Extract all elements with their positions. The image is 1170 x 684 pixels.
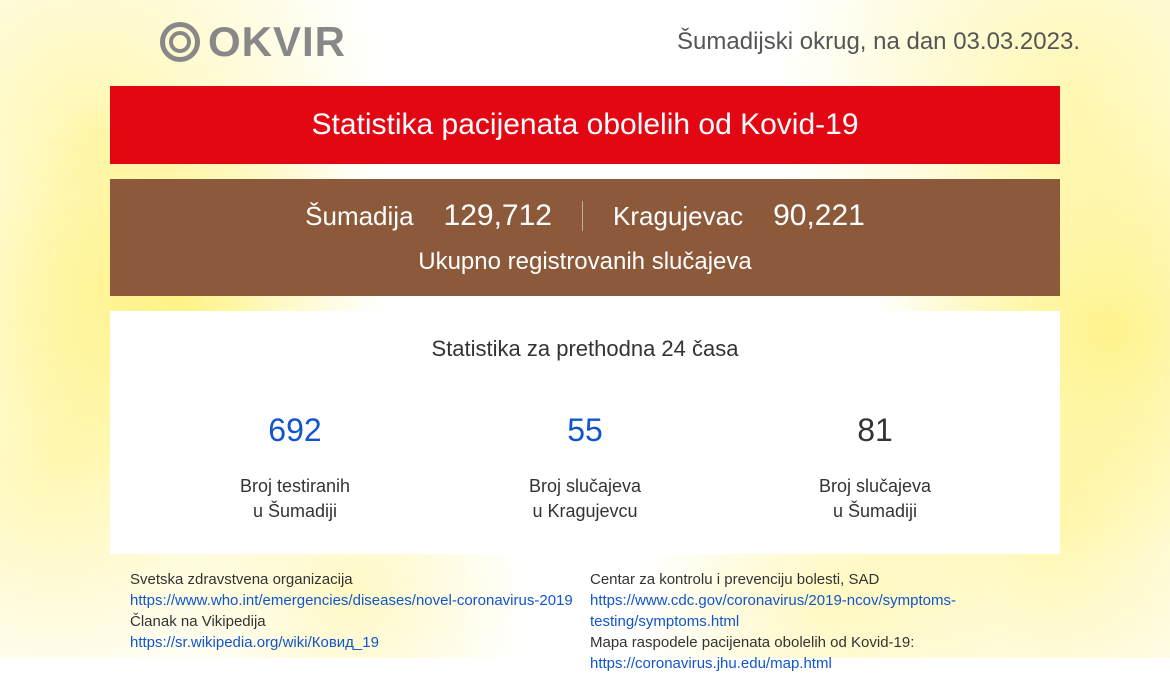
totals-panel: Šumadija 129,712 Kragujevac 90,221 Ukupn… <box>110 179 1060 296</box>
region1-value: 129,712 <box>444 199 552 233</box>
stat-value: 692 <box>150 412 440 449</box>
region-label: Šumadijski okrug, na dan <box>677 28 946 55</box>
logo: OKVIR <box>160 18 346 66</box>
stats-panel: Statistika za prethodna 24 časa 692 Broj… <box>110 311 1060 554</box>
stat-block-cases-sumadija: 81 Broj slučajeva u Šumadiji <box>730 412 1020 524</box>
banner-title: Statistika pacijenata obolelih od Kovid-… <box>311 108 858 141</box>
divider <box>582 201 583 231</box>
region1-label: Šumadija <box>305 201 413 232</box>
region2-value: 90,221 <box>773 199 865 233</box>
footer-right: Centar za kontrolu i prevenciju bolesti,… <box>590 569 1050 674</box>
source-wiki-label: Članak na Vikipedija <box>130 611 590 632</box>
stats-title: Statistika za prethodna 24 časa <box>110 336 1060 362</box>
title-banner: Statistika pacijenata obolelih od Kovid-… <box>110 86 1060 164</box>
content-container: OKVIR Šumadijski okrug, na dan 03.03.202… <box>0 0 1170 684</box>
region2-label: Kragujevac <box>613 201 743 232</box>
stat-label: Broj slučajeva u Kragujevcu <box>440 474 730 524</box>
source-jhu-link[interactable]: https://coronavirus.jhu.edu/map.html <box>590 653 1050 674</box>
stat-value: 81 <box>730 412 1020 449</box>
source-wiki-link[interactable]: https://sr.wikipedia.org/wiki/Ковид_19 <box>130 632 590 653</box>
stat-value: 55 <box>440 412 730 449</box>
source-who-link[interactable]: https://www.who.int/emergencies/diseases… <box>130 590 590 611</box>
stat-label: Broj testiranih u Šumadiji <box>150 474 440 524</box>
source-who-label: Svetska zdravstvena organizacija <box>130 569 590 590</box>
stat-block-tested: 692 Broj testiranih u Šumadiji <box>150 412 440 524</box>
source-jhu-label: Mapa raspodele pacijenata obolelih od Ko… <box>590 632 1050 653</box>
date-line: Šumadijski okrug, na dan 03.03.2023. <box>677 28 1080 56</box>
stat-label: Broj slučajeva u Šumadiji <box>730 474 1020 524</box>
footer: Svetska zdravstvena organizacija https:/… <box>60 554 1110 674</box>
footer-left: Svetska zdravstvena organizacija https:/… <box>130 569 590 674</box>
logo-text: OKVIR <box>208 18 346 66</box>
totals-row: Šumadija 129,712 Kragujevac 90,221 <box>110 199 1060 233</box>
header: OKVIR Šumadijski okrug, na dan 03.03.202… <box>60 18 1110 66</box>
logo-icon <box>160 22 200 62</box>
source-cdc-label: Centar za kontrolu i prevenciju bolesti,… <box>590 569 1050 590</box>
stats-row: 692 Broj testiranih u Šumadiji 55 Broj s… <box>110 412 1060 524</box>
totals-caption: Ukupno registrovanih slučajeva <box>110 248 1060 276</box>
date-value: 03.03.2023. <box>953 28 1080 55</box>
source-cdc-link[interactable]: https://www.cdc.gov/coronavirus/2019-nco… <box>590 590 1050 632</box>
stat-block-cases-kragujevac: 55 Broj slučajeva u Kragujevcu <box>440 412 730 524</box>
